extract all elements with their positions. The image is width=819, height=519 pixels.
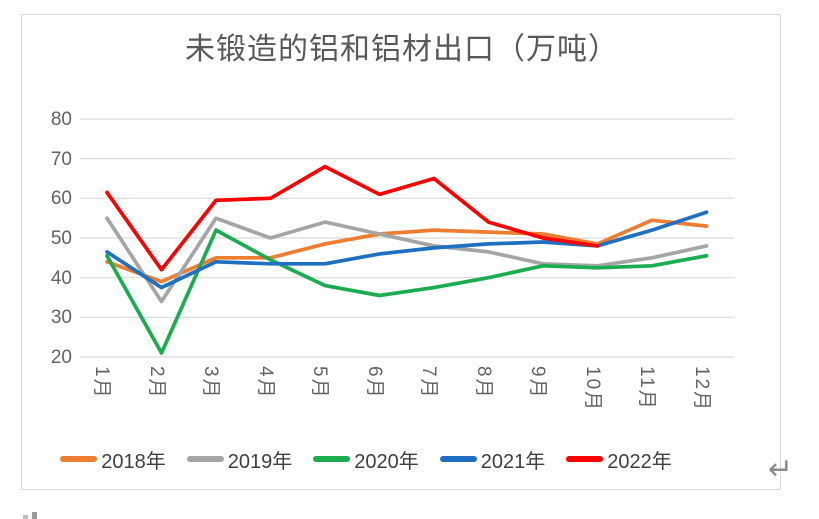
legend-label-2019年: 2019年 xyxy=(227,450,293,473)
legend-swatch-2020年 xyxy=(313,456,351,462)
y-tick-label-40: 40 xyxy=(50,267,72,289)
x-tick-label-7月: 7月 xyxy=(418,366,439,400)
legend-swatch-2022年 xyxy=(566,456,604,462)
x-tick-label-2月: 2月 xyxy=(145,366,167,400)
legend-item-2018年: 2018年 xyxy=(60,445,166,474)
x-tick-label-11月: 11月 xyxy=(636,366,657,411)
legend-label-2020年: 2020年 xyxy=(354,450,419,473)
series-line-2021年 xyxy=(105,210,709,290)
legend: 2018年 2019年 2020年 2021年 2022年 xyxy=(21,445,711,474)
gridlines xyxy=(80,118,734,358)
legend-label-2022年: 2022年 xyxy=(607,450,672,473)
y-tick-label-50: 50 xyxy=(50,228,72,249)
legend-label-2018年: 2018年 xyxy=(101,450,166,473)
x-tick-label-10月: 10月 xyxy=(581,366,603,413)
legend-item-2021年: 2021年 xyxy=(439,445,546,474)
series-line-2019年 xyxy=(105,216,709,304)
legend-item-2019年: 2019年 xyxy=(186,445,293,474)
legend-label-2021年: 2021年 xyxy=(480,450,546,473)
series-line-2022年 xyxy=(105,164,600,272)
legend-swatch-2021年 xyxy=(439,456,477,462)
clipped-text-fragment xyxy=(32,512,37,519)
clipped-text-fragment xyxy=(23,515,28,519)
x-tick-label-9月: 9月 xyxy=(527,366,548,400)
x-tick-label-8月: 8月 xyxy=(472,366,494,400)
legend-item-2020年: 2020年 xyxy=(313,445,419,474)
series-line-2018年 xyxy=(105,218,709,284)
x-tick-label-5月: 5月 xyxy=(309,366,330,400)
x-tick-label-1月: 1月 xyxy=(91,366,112,400)
legend-item-2022年: 2022年 xyxy=(566,445,672,474)
y-tick-label-60: 60 xyxy=(50,188,72,210)
y-tick-label-30: 30 xyxy=(50,307,72,329)
chart-title: 未锻造的铝和铝材出口（万吨） xyxy=(185,33,619,66)
y-tick-label-20: 20 xyxy=(50,347,72,368)
y-tick-label-70: 70 xyxy=(50,148,72,170)
x-tick-label-12月: 12月 xyxy=(690,366,712,413)
x-tick-label-6月: 6月 xyxy=(363,366,385,400)
return-mark: ↵ xyxy=(768,452,794,487)
series-lines xyxy=(105,164,709,355)
x-tick-label-3月: 3月 xyxy=(200,366,221,400)
legend-swatch-2019年 xyxy=(186,456,224,462)
y-tick-label-80: 80 xyxy=(50,109,72,130)
x-tick-label-4月: 4月 xyxy=(254,366,276,400)
series-line-2020年 xyxy=(105,228,709,355)
legend-swatch-2018年 xyxy=(60,456,98,462)
